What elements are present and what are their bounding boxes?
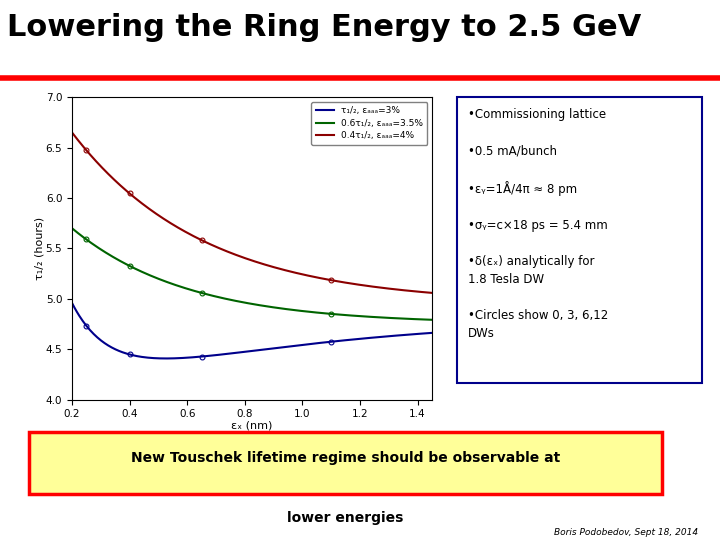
Text: •Commissioning lattice

•0.5 mA/bunch

•εᵧ=1Å/4π ≈ 8 pm

•σᵧ=c×18 ps = 5.4 mm

•: •Commissioning lattice •0.5 mA/bunch •εᵧ… bbox=[468, 108, 608, 340]
X-axis label: εₓ (nm): εₓ (nm) bbox=[231, 421, 273, 431]
Text: Boris Podobedov, Sept 18, 2014: Boris Podobedov, Sept 18, 2014 bbox=[554, 528, 698, 537]
Text: lower energies: lower energies bbox=[287, 511, 404, 525]
Text: New Touschek lifetime regime should be observable at: New Touschek lifetime regime should be o… bbox=[131, 451, 560, 465]
Text: Lowering the Ring Energy to 2.5 GeV: Lowering the Ring Energy to 2.5 GeV bbox=[7, 14, 642, 43]
Y-axis label: τ₁/₂ (hours): τ₁/₂ (hours) bbox=[35, 217, 44, 280]
Legend: τ₁/₂, εₐₐₐ=3%, 0.6τ₁/₂, εₐₐₐ=3.5%, 0.4τ₁/₂, εₐₐₐ=4%: τ₁/₂, εₐₐₐ=3%, 0.6τ₁/₂, εₐₐₐ=3.5%, 0.4τ₁… bbox=[311, 102, 428, 145]
